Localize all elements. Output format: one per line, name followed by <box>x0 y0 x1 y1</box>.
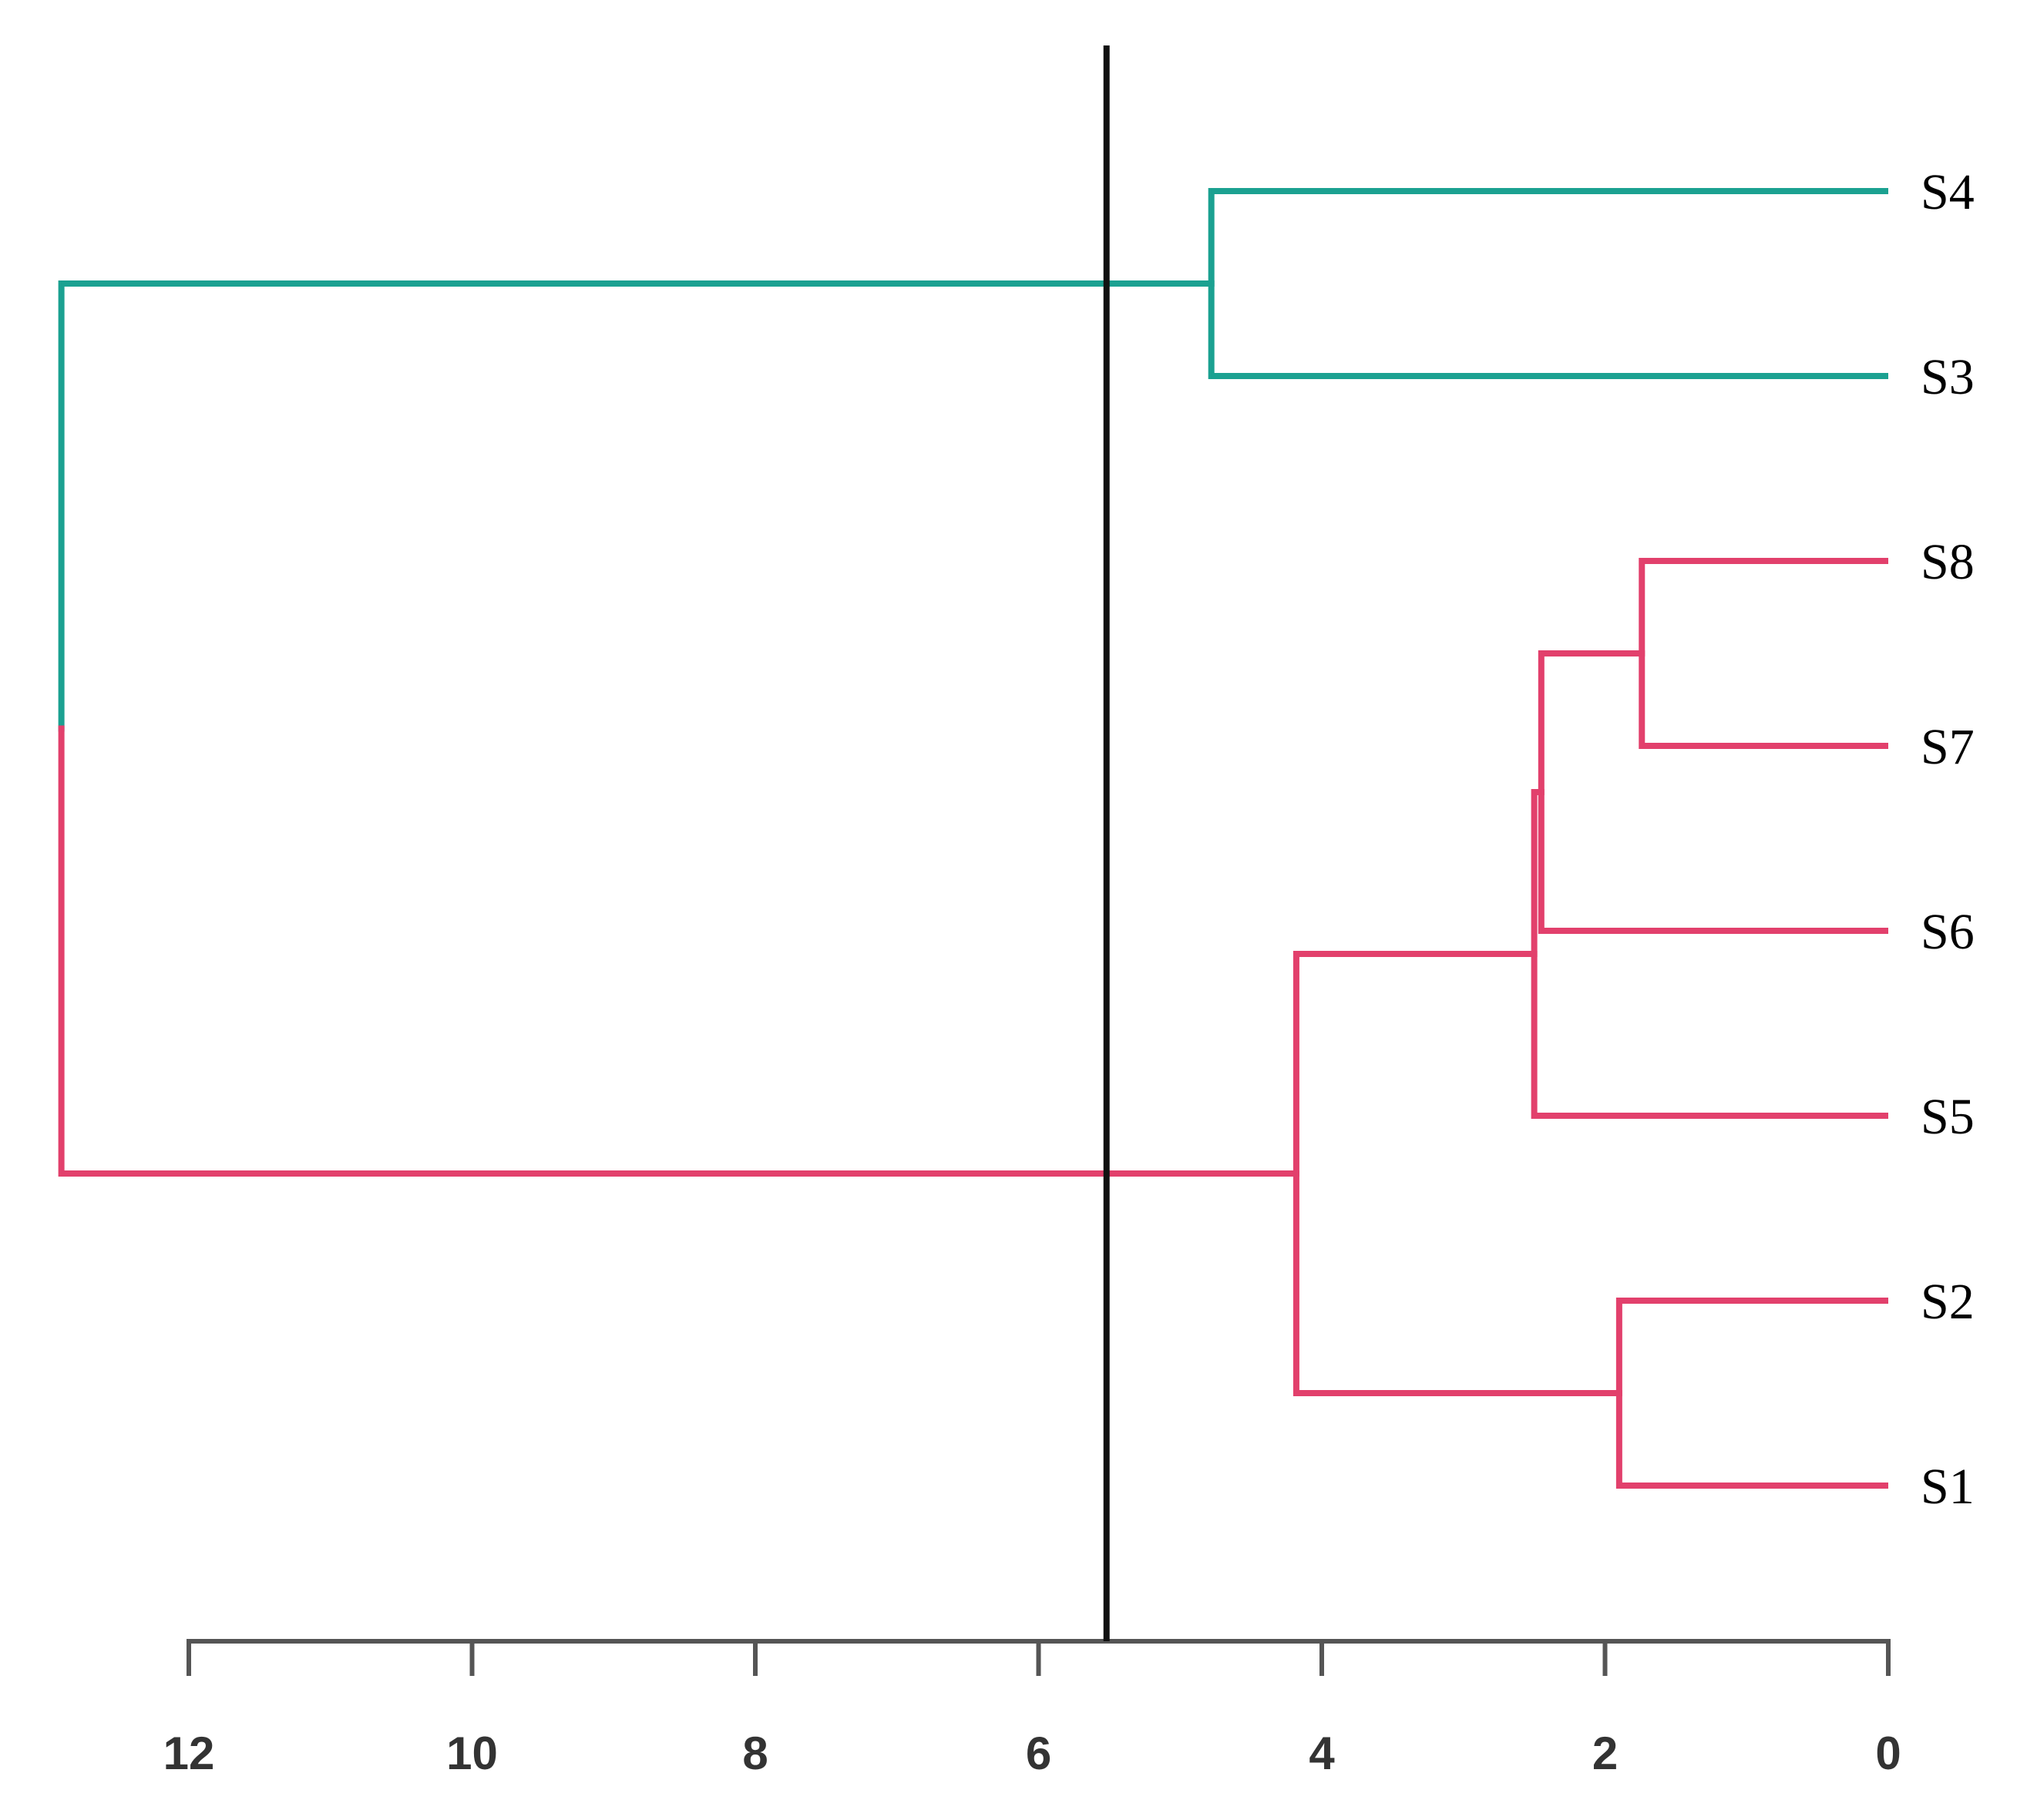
leaf-label: S8 <box>1921 534 1975 590</box>
leaf-label: S6 <box>1921 904 1975 960</box>
leaf-label: S7 <box>1921 719 1975 775</box>
leaf-label: S3 <box>1921 349 1975 405</box>
x-tick-label: 4 <box>1309 1728 1335 1779</box>
leaf-label: S4 <box>1921 164 1975 220</box>
leaf-label: S5 <box>1921 1089 1975 1145</box>
x-tick-label: 10 <box>446 1728 498 1779</box>
x-tick-label: 8 <box>742 1728 768 1779</box>
leaf-label: S1 <box>1921 1459 1975 1515</box>
x-tick-label: 6 <box>1026 1728 1051 1779</box>
x-tick-label: 2 <box>1592 1728 1618 1779</box>
leaf-label: S2 <box>1921 1274 1975 1330</box>
x-tick-label: 12 <box>163 1728 215 1779</box>
x-tick-label: 0 <box>1875 1728 1901 1779</box>
